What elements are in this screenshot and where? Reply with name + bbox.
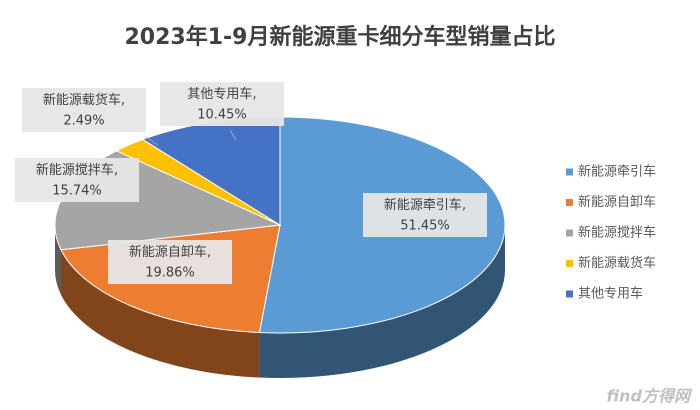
data-label-box bbox=[15, 158, 139, 202]
data-label-separator: , bbox=[252, 87, 256, 102]
data-label: 其他专用车, bbox=[187, 86, 256, 102]
data-label-separator: , bbox=[121, 93, 125, 108]
legend-swatch bbox=[566, 260, 573, 267]
legend-swatch bbox=[566, 199, 573, 206]
data-label-separator: , bbox=[114, 163, 118, 178]
data-label: 新能源搅拌车, bbox=[36, 162, 118, 178]
slice-side bbox=[55, 225, 61, 295]
data-label-value: 51.45% bbox=[400, 219, 450, 234]
data-label-box bbox=[22, 88, 146, 132]
data-label-category: 新能源牵引车 bbox=[384, 197, 462, 213]
legend-label: 新能源载货车 bbox=[578, 255, 656, 271]
legend-label: 新能源牵引车 bbox=[578, 164, 656, 180]
data-label: 新能源牵引车, bbox=[384, 197, 466, 213]
slice-side bbox=[60, 249, 260, 378]
slice-side bbox=[259, 225, 505, 379]
data-label-category: 新能源搅拌车 bbox=[36, 162, 114, 178]
data-label-category: 新能源自卸车 bbox=[129, 244, 207, 260]
data-label-category: 新能源载货车 bbox=[43, 92, 121, 108]
data-labels: 新能源牵引车, 51.45% 新能源自卸车, 19.86% 新能源搅拌车, 15.74% 新… bbox=[15, 82, 487, 284]
data-label-separator: , bbox=[207, 245, 211, 260]
data-label-value: 2.49% bbox=[63, 114, 104, 129]
data-label-value: 15.74% bbox=[52, 184, 102, 199]
leader-line bbox=[229, 129, 237, 141]
legend-label: 新能源自卸车 bbox=[578, 194, 656, 210]
data-label-box bbox=[160, 82, 284, 126]
data-label: 新能源自卸车, bbox=[129, 244, 211, 260]
data-label-category: 其他专用车 bbox=[187, 86, 252, 102]
data-label-separator: , bbox=[462, 198, 466, 213]
legend-swatch bbox=[566, 168, 573, 176]
data-label-box bbox=[363, 193, 487, 237]
watermark: find方得网 bbox=[607, 387, 693, 406]
data-label-box bbox=[108, 240, 232, 284]
leader-line bbox=[145, 136, 159, 146]
legend-swatch bbox=[566, 229, 573, 237]
legend-label: 新能源搅拌车 bbox=[578, 225, 656, 241]
data-label-value: 10.45% bbox=[197, 108, 247, 123]
data-label-value: 19.86% bbox=[145, 266, 195, 281]
chart-title: 2023年1-9月新能源重卡细分车型销量占比 bbox=[125, 24, 556, 50]
legend-swatch bbox=[566, 290, 573, 298]
data-label: 新能源载货车, bbox=[43, 92, 125, 108]
legend-label: 其他专用车 bbox=[578, 286, 643, 302]
